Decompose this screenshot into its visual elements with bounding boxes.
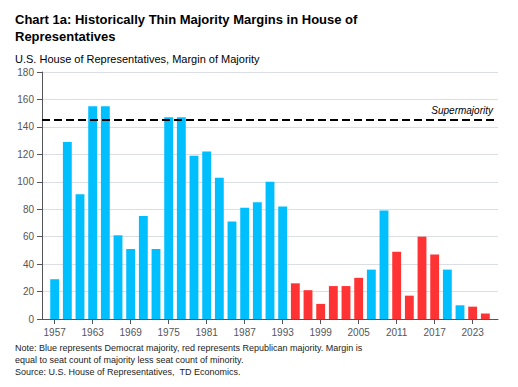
svg-text:1957: 1957 bbox=[44, 327, 67, 338]
svg-text:160: 160 bbox=[17, 94, 34, 105]
svg-text:1999: 1999 bbox=[310, 327, 333, 338]
svg-text:20: 20 bbox=[23, 286, 35, 297]
svg-text:Chart 1a: Historically Thin Ma: Chart 1a: Historically Thin Majority Mar… bbox=[15, 12, 358, 27]
svg-text:180: 180 bbox=[17, 67, 34, 78]
svg-text:60: 60 bbox=[23, 231, 35, 242]
svg-text:Source: U.S. House of Represen: Source: U.S. House of Representatives, T… bbox=[15, 367, 240, 377]
svg-text:1969: 1969 bbox=[120, 327, 143, 338]
svg-text:1963: 1963 bbox=[82, 327, 105, 338]
svg-text:equal to seat count of majorit: equal to seat count of majority less sea… bbox=[15, 355, 243, 365]
svg-text:Note: Blue represents Democrat: Note: Blue represents Democrat majority,… bbox=[15, 343, 363, 353]
svg-text:U.S. House of Representatives,: U.S. House of Representatives, Margin of… bbox=[15, 53, 260, 65]
svg-text:1993: 1993 bbox=[272, 327, 295, 338]
svg-text:2005: 2005 bbox=[348, 327, 371, 338]
svg-text:2023: 2023 bbox=[462, 327, 485, 338]
svg-text:40: 40 bbox=[23, 259, 35, 270]
svg-text:1987: 1987 bbox=[234, 327, 257, 338]
svg-text:140: 140 bbox=[17, 121, 34, 132]
svg-text:80: 80 bbox=[23, 204, 35, 215]
svg-text:0: 0 bbox=[28, 314, 34, 325]
svg-text:Supermajority: Supermajority bbox=[431, 105, 494, 116]
svg-text:100: 100 bbox=[17, 176, 34, 187]
svg-text:120: 120 bbox=[17, 149, 34, 160]
svg-text:2017: 2017 bbox=[424, 327, 447, 338]
svg-text:2011: 2011 bbox=[386, 327, 408, 338]
svg-text:1981: 1981 bbox=[196, 327, 219, 338]
svg-text:1975: 1975 bbox=[158, 327, 181, 338]
svg-text:Representatives: Representatives bbox=[15, 29, 115, 44]
